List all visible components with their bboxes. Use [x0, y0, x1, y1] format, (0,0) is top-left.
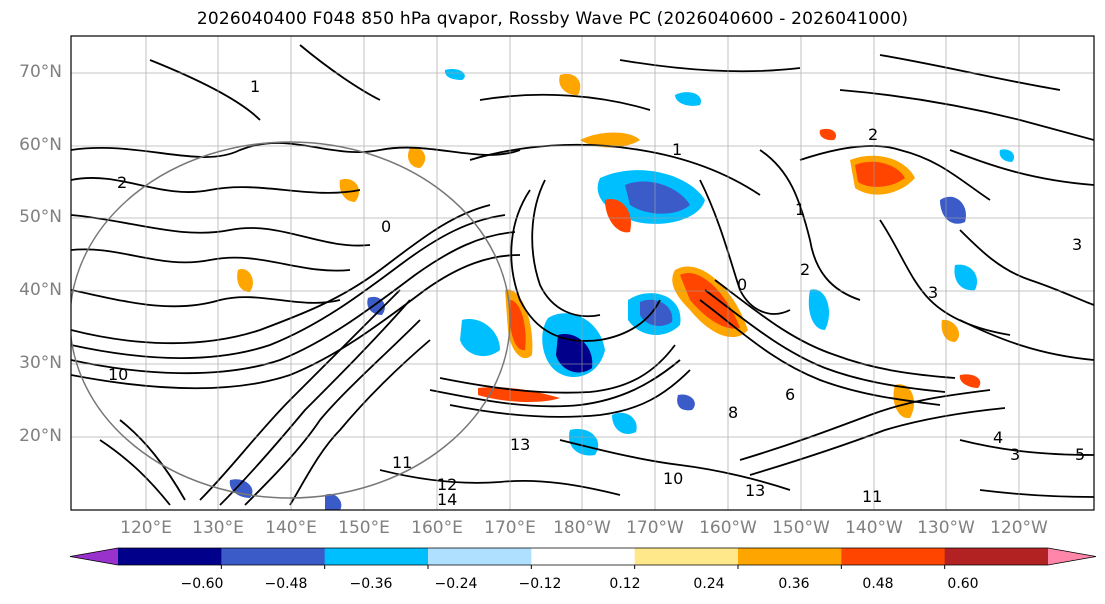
colorbar-tick-label: 0.48	[862, 576, 894, 592]
contour-label: 1	[795, 200, 805, 219]
contour-label: 0	[737, 275, 747, 294]
map-frame	[70, 35, 1095, 511]
colorbar-swatch	[531, 548, 636, 565]
contour-label-group: 1 2 0 1 2 3 0 1 2 3 4 3 5 6 8 10 11 12 1…	[108, 77, 1085, 509]
contour-label: 14	[437, 490, 457, 509]
chart-title: 2026040400 F048 850 hPa qvapor, Rossby W…	[196, 9, 909, 29]
contour-label: 12	[437, 475, 457, 494]
lon-label: 140°W	[845, 518, 903, 538]
contour-label: 10	[663, 469, 683, 488]
colorbar-tick-label: −0.24	[434, 576, 478, 592]
lon-label: 160°W	[699, 518, 757, 538]
colorbar-extend-high	[1048, 548, 1096, 565]
colorbar-swatch	[738, 548, 842, 565]
colorbar-swatch	[841, 548, 946, 565]
colorbar-tick-label: 0.12	[609, 576, 641, 592]
lon-label: 160°E	[411, 518, 463, 538]
colorbar-swatch	[944, 548, 1049, 565]
contour-label: 6	[785, 385, 795, 404]
colorbar-tick-label: −0.12	[518, 576, 562, 592]
contour-label: 2	[868, 125, 878, 144]
contour-label: 5	[1075, 445, 1085, 464]
lon-label: 140°E	[265, 518, 317, 538]
colorbar-swatch	[118, 548, 222, 565]
contour-label: 8	[728, 403, 738, 422]
lon-label: 170°W	[626, 518, 684, 538]
map-area: 1 2 0 1 2 3 0 1 2 3 4 3 5 6 8 10 11 12 1…	[71, 36, 1094, 510]
colorbar-tick-label: 0.24	[693, 576, 725, 592]
lat-label: 30°N	[19, 353, 62, 373]
colorbar-tick-label: −0.36	[349, 576, 393, 592]
colorbar-tick-label: −0.60	[180, 576, 224, 592]
contour-lines	[71, 44, 1094, 506]
lat-label: 20°N	[19, 426, 62, 446]
contour-label: 3	[1072, 235, 1082, 254]
colorbar-tick-label: 0.36	[778, 576, 810, 592]
lon-label: 130°W	[917, 518, 975, 538]
gridlines	[71, 36, 1094, 510]
colorbar-outline	[69, 547, 1097, 566]
contour-label: 11	[862, 487, 882, 506]
lon-label: 120°W	[990, 518, 1048, 538]
contour-label: 2	[800, 260, 810, 279]
lon-label: 170°E	[484, 518, 536, 538]
contour-label: 11	[392, 453, 412, 472]
contour-label: 3	[1010, 445, 1020, 464]
lon-label: 150°E	[338, 518, 390, 538]
lat-label: 40°N	[19, 280, 62, 300]
lat-label: 70°N	[19, 62, 62, 82]
contour-label: 1	[672, 140, 682, 159]
colorbar-extend-low	[70, 548, 118, 565]
contour-label: 10	[108, 365, 128, 384]
colorbar	[69, 547, 1097, 569]
contour-label: 3	[928, 283, 938, 302]
contour-label: 13	[745, 481, 765, 500]
contour-label: 1	[250, 77, 260, 96]
lat-label: 50°N	[19, 207, 62, 227]
contour-label: 2	[117, 173, 127, 192]
lat-label: 60°N	[19, 135, 62, 155]
colorbar-swatch	[324, 548, 429, 565]
colorbar-swatch	[428, 548, 532, 565]
colorbar-tick-label: −0.48	[264, 576, 308, 592]
colorbar-tick-label: 0.60	[947, 576, 979, 592]
highlight-circle	[71, 141, 511, 499]
colorbar-swatch	[634, 548, 739, 565]
lon-label: 150°W	[772, 518, 830, 538]
contour-label: 0	[381, 217, 391, 236]
lon-label: 130°E	[192, 518, 244, 538]
contour-label: 4	[993, 428, 1003, 447]
contour-label: 13	[510, 435, 530, 454]
shaded-anomalies	[229, 69, 1015, 510]
lon-label: 180°W	[553, 518, 611, 538]
colorbar-swatch	[221, 548, 326, 565]
lon-label: 120°E	[120, 518, 172, 538]
